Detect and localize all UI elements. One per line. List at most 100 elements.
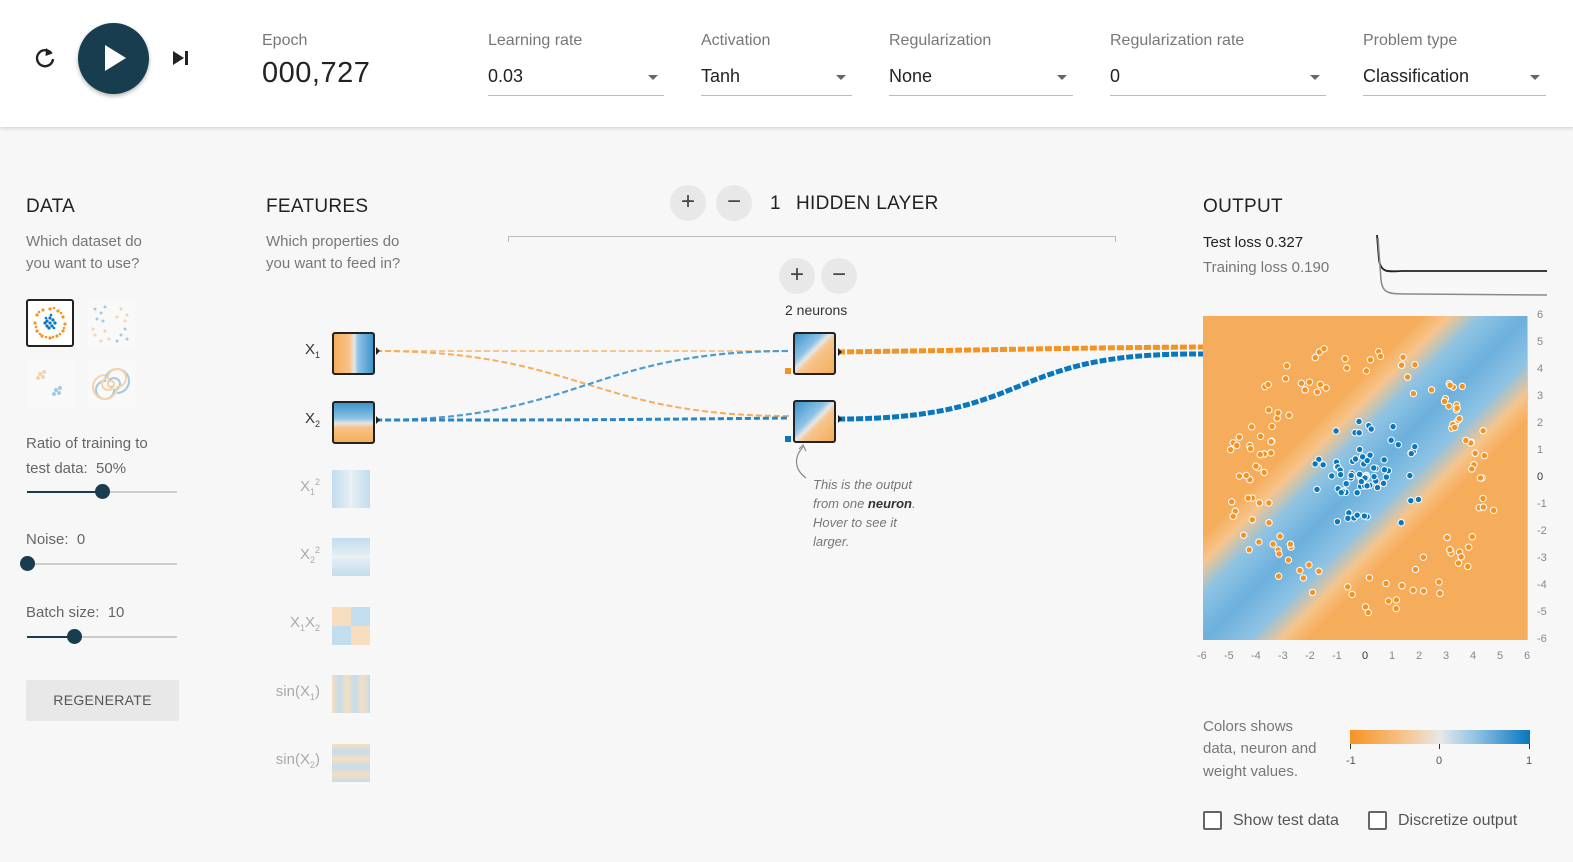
layer-count: 1 — [770, 193, 781, 214]
feature-tile-x1x2[interactable] — [332, 607, 370, 645]
discretize-output-checkbox[interactable] — [1368, 811, 1387, 830]
data-point — [1316, 380, 1325, 389]
data-point — [1409, 586, 1417, 594]
dataset-spiral[interactable] — [87, 360, 135, 408]
data-point — [1435, 578, 1443, 586]
data-point — [1409, 389, 1418, 398]
dataset-gaussian[interactable] — [26, 360, 74, 408]
y-tick-label: -5 — [1537, 606, 1547, 618]
noise-slider-knob[interactable] — [20, 556, 35, 571]
links-hidden-output — [837, 344, 1204, 422]
data-point — [1229, 512, 1237, 521]
data-point — [1233, 441, 1241, 450]
feature-tile-x2-squared[interactable] — [332, 538, 370, 576]
callout-line2-text: from one — [813, 496, 868, 511]
data-point — [1333, 517, 1342, 526]
data-point — [1373, 483, 1382, 492]
batch-size-slider[interactable] — [27, 629, 177, 645]
batch-slider-knob[interactable] — [66, 629, 82, 644]
data-point — [1355, 470, 1364, 479]
data-point — [1468, 533, 1476, 541]
data-point — [1285, 411, 1293, 419]
play-pause-button[interactable] — [78, 23, 149, 94]
data-point — [1468, 465, 1476, 473]
show-test-data-checkbox[interactable] — [1203, 811, 1222, 830]
data-point — [1419, 553, 1428, 561]
data-point — [1265, 519, 1273, 527]
data-point — [1382, 579, 1390, 588]
remove-neuron-button[interactable]: − — [821, 258, 857, 294]
data-point — [1370, 464, 1378, 472]
data-point — [1255, 499, 1264, 507]
scale-mid-label: 0 — [1436, 755, 1443, 767]
data-point — [1265, 406, 1273, 414]
feature-tile-x2[interactable] — [332, 401, 375, 444]
y-tick-label: 6 — [1537, 309, 1544, 321]
feature-tile-x1-squared[interactable] — [332, 470, 370, 508]
feature-tile-sin-x2[interactable] — [332, 744, 370, 782]
feature-label-x1: X1 — [304, 341, 320, 360]
data-point — [1332, 427, 1340, 435]
test-loss: Test loss 0.327 — [1203, 234, 1304, 251]
show-test-data-label[interactable]: Show test data — [1233, 812, 1339, 829]
add-neuron-button[interactable]: + — [779, 258, 815, 294]
ratio-slider[interactable] — [27, 484, 177, 500]
problem-type-select[interactable]: Classification — [1363, 64, 1546, 96]
data-point — [1315, 567, 1323, 575]
scale-min-label: -1 — [1346, 755, 1356, 767]
hidden-neuron-2[interactable] — [793, 400, 836, 443]
hidden-layer-title: HIDDEN LAYER — [796, 193, 939, 214]
noise-slider-track — [27, 563, 177, 565]
callout-line2-bold: neuron — [867, 496, 912, 511]
data-point — [1343, 583, 1352, 591]
discretize-output-label[interactable]: Discretize output — [1398, 812, 1518, 829]
learning-rate-label: Learning rate — [488, 32, 583, 49]
data-point — [1446, 381, 1454, 389]
data-point — [1407, 449, 1416, 458]
learning-rate-select[interactable]: 0.03 — [488, 64, 664, 96]
add-layer-button[interactable]: + — [670, 185, 706, 221]
data-point — [1382, 473, 1391, 481]
regularization-select[interactable]: None — [889, 64, 1073, 96]
dataset-xor[interactable] — [87, 301, 135, 349]
remove-layer-button[interactable]: − — [716, 185, 752, 221]
data-point — [1445, 402, 1453, 410]
y-tick-label: 5 — [1537, 336, 1544, 348]
data-description-line2: you want to use? — [26, 255, 140, 272]
reset-icon[interactable] — [32, 44, 60, 72]
feature-tile-x1[interactable] — [332, 332, 375, 375]
data-point — [1458, 382, 1466, 391]
feature-tile-sin-x1[interactable] — [332, 675, 370, 713]
y-tick-label: -6 — [1537, 633, 1547, 645]
data-point — [1274, 572, 1283, 580]
test-loss-line — [1376, 234, 1547, 273]
problem-type-value: Classification — [1363, 66, 1470, 86]
x-tick-label: 5 — [1497, 650, 1504, 662]
loss-curve — [1376, 234, 1548, 296]
data-point — [1440, 397, 1449, 406]
plus-icon: + — [789, 261, 804, 288]
data-point — [1419, 587, 1428, 595]
step-icon[interactable] — [171, 48, 191, 68]
regenerate-button[interactable]: REGENERATE — [26, 680, 179, 721]
noise-label: Noise: 0 — [26, 531, 86, 548]
noise-slider[interactable] — [20, 556, 177, 572]
data-point — [1301, 386, 1309, 394]
dataset-circle[interactable] — [26, 299, 74, 347]
ratio-label-line2: test data: 50% — [26, 460, 127, 477]
hidden-neuron-1[interactable] — [793, 332, 836, 375]
data-point — [1427, 386, 1436, 394]
ratio-slider-knob[interactable] — [95, 484, 110, 499]
data-point — [1247, 423, 1256, 431]
y-tick-label: 2 — [1537, 417, 1544, 429]
regularization-rate-select[interactable]: 0 — [1110, 64, 1326, 96]
data-point — [1239, 531, 1248, 539]
data-point — [1344, 514, 1352, 522]
neurons-count-label: 2 neurons — [785, 302, 848, 318]
data-point — [1244, 494, 1252, 502]
data-point — [1355, 417, 1363, 426]
data-point — [1407, 496, 1415, 505]
data-point — [1397, 518, 1405, 527]
data-point — [1246, 444, 1255, 453]
activation-select[interactable]: Tanh — [701, 64, 852, 96]
